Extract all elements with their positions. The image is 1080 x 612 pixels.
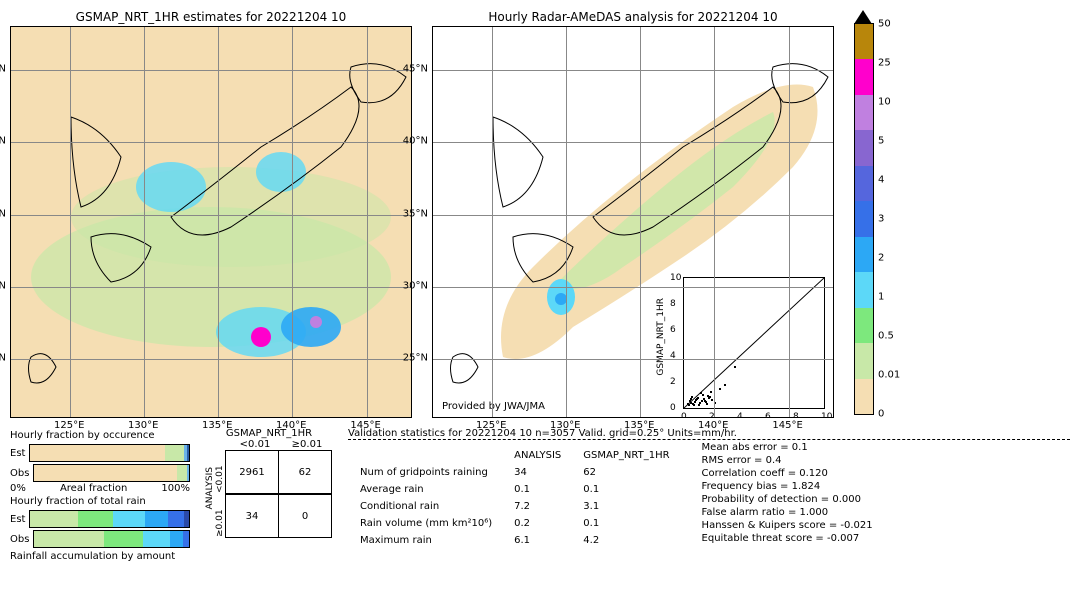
contingency-table: GSMAP_NRT_1HR ANALYSIS <0.01 ≥0.01 <0.01… xyxy=(205,428,333,538)
ct-col0: <0.01 xyxy=(229,439,281,450)
stats-table: ANALYSISGSMAP_NRT_1HR Num of gridpoints … xyxy=(348,446,682,550)
occ-title: Hourly fraction by occurence xyxy=(10,430,190,441)
colorbar: 502510543210.50.010 xyxy=(854,10,914,418)
ct-row1: ≥0.01 xyxy=(215,495,225,537)
right-map-panel: Hourly Radar-AMeDAS analysis for 2022120… xyxy=(432,10,834,418)
ct-cell-00: 2961 xyxy=(226,451,279,494)
pct100: 100% xyxy=(161,483,190,494)
stats-panel: Validation statistics for 20221204 10 n=… xyxy=(348,428,1070,550)
metrics-list: Mean abs error = 0.1RMS error = 0.4Corre… xyxy=(702,440,873,550)
tot-est-bar xyxy=(29,510,190,528)
tot-obs-bar xyxy=(33,530,190,548)
est-label2: Est xyxy=(10,514,25,525)
est-label: Est xyxy=(10,448,25,459)
stats-col2: GSMAP_NRT_1HR xyxy=(573,448,679,463)
ct-cell-10: 34 xyxy=(226,495,279,538)
colorbar-arrow-icon xyxy=(854,10,872,24)
provider-legend: Provided by JWA/JMA xyxy=(439,400,548,413)
obs-label: Obs xyxy=(10,468,29,479)
scatter-inset: 00224466881010ANALYSISGSMAP_NRT_1HR xyxy=(683,277,825,409)
left-map-panel: GSMAP_NRT_1HR estimates for 20221204 10 xyxy=(10,10,412,418)
obs-label2: Obs xyxy=(10,534,29,545)
occ-obs-bar xyxy=(33,464,190,482)
tot-title: Hourly fraction of total rain xyxy=(10,496,190,507)
ct-row-header: ANALYSIS xyxy=(205,467,215,509)
occ-est-bar xyxy=(29,444,190,462)
ct-cell-01: 62 xyxy=(279,451,332,494)
pct0: 0% xyxy=(10,483,26,494)
stats-col1: ANALYSIS xyxy=(504,448,571,463)
right-map-title: Hourly Radar-AMeDAS analysis for 2022120… xyxy=(432,10,834,24)
ct-cell-11: 0 xyxy=(279,495,332,538)
areal-label: Areal fraction xyxy=(60,483,127,494)
acc-title: Rainfall accumulation by amount xyxy=(10,551,190,562)
ct-col1: ≥0.01 xyxy=(281,439,333,450)
left-map xyxy=(10,26,412,418)
ct-row0: <0.01 xyxy=(215,451,225,493)
left-map-title: GSMAP_NRT_1HR estimates for 20221204 10 xyxy=(10,10,412,24)
right-map: Provided by JWA/JMA 00224466881010ANALYS… xyxy=(432,26,834,418)
fraction-panel: Hourly fraction by occurence Est Obs 0% … xyxy=(10,428,190,564)
